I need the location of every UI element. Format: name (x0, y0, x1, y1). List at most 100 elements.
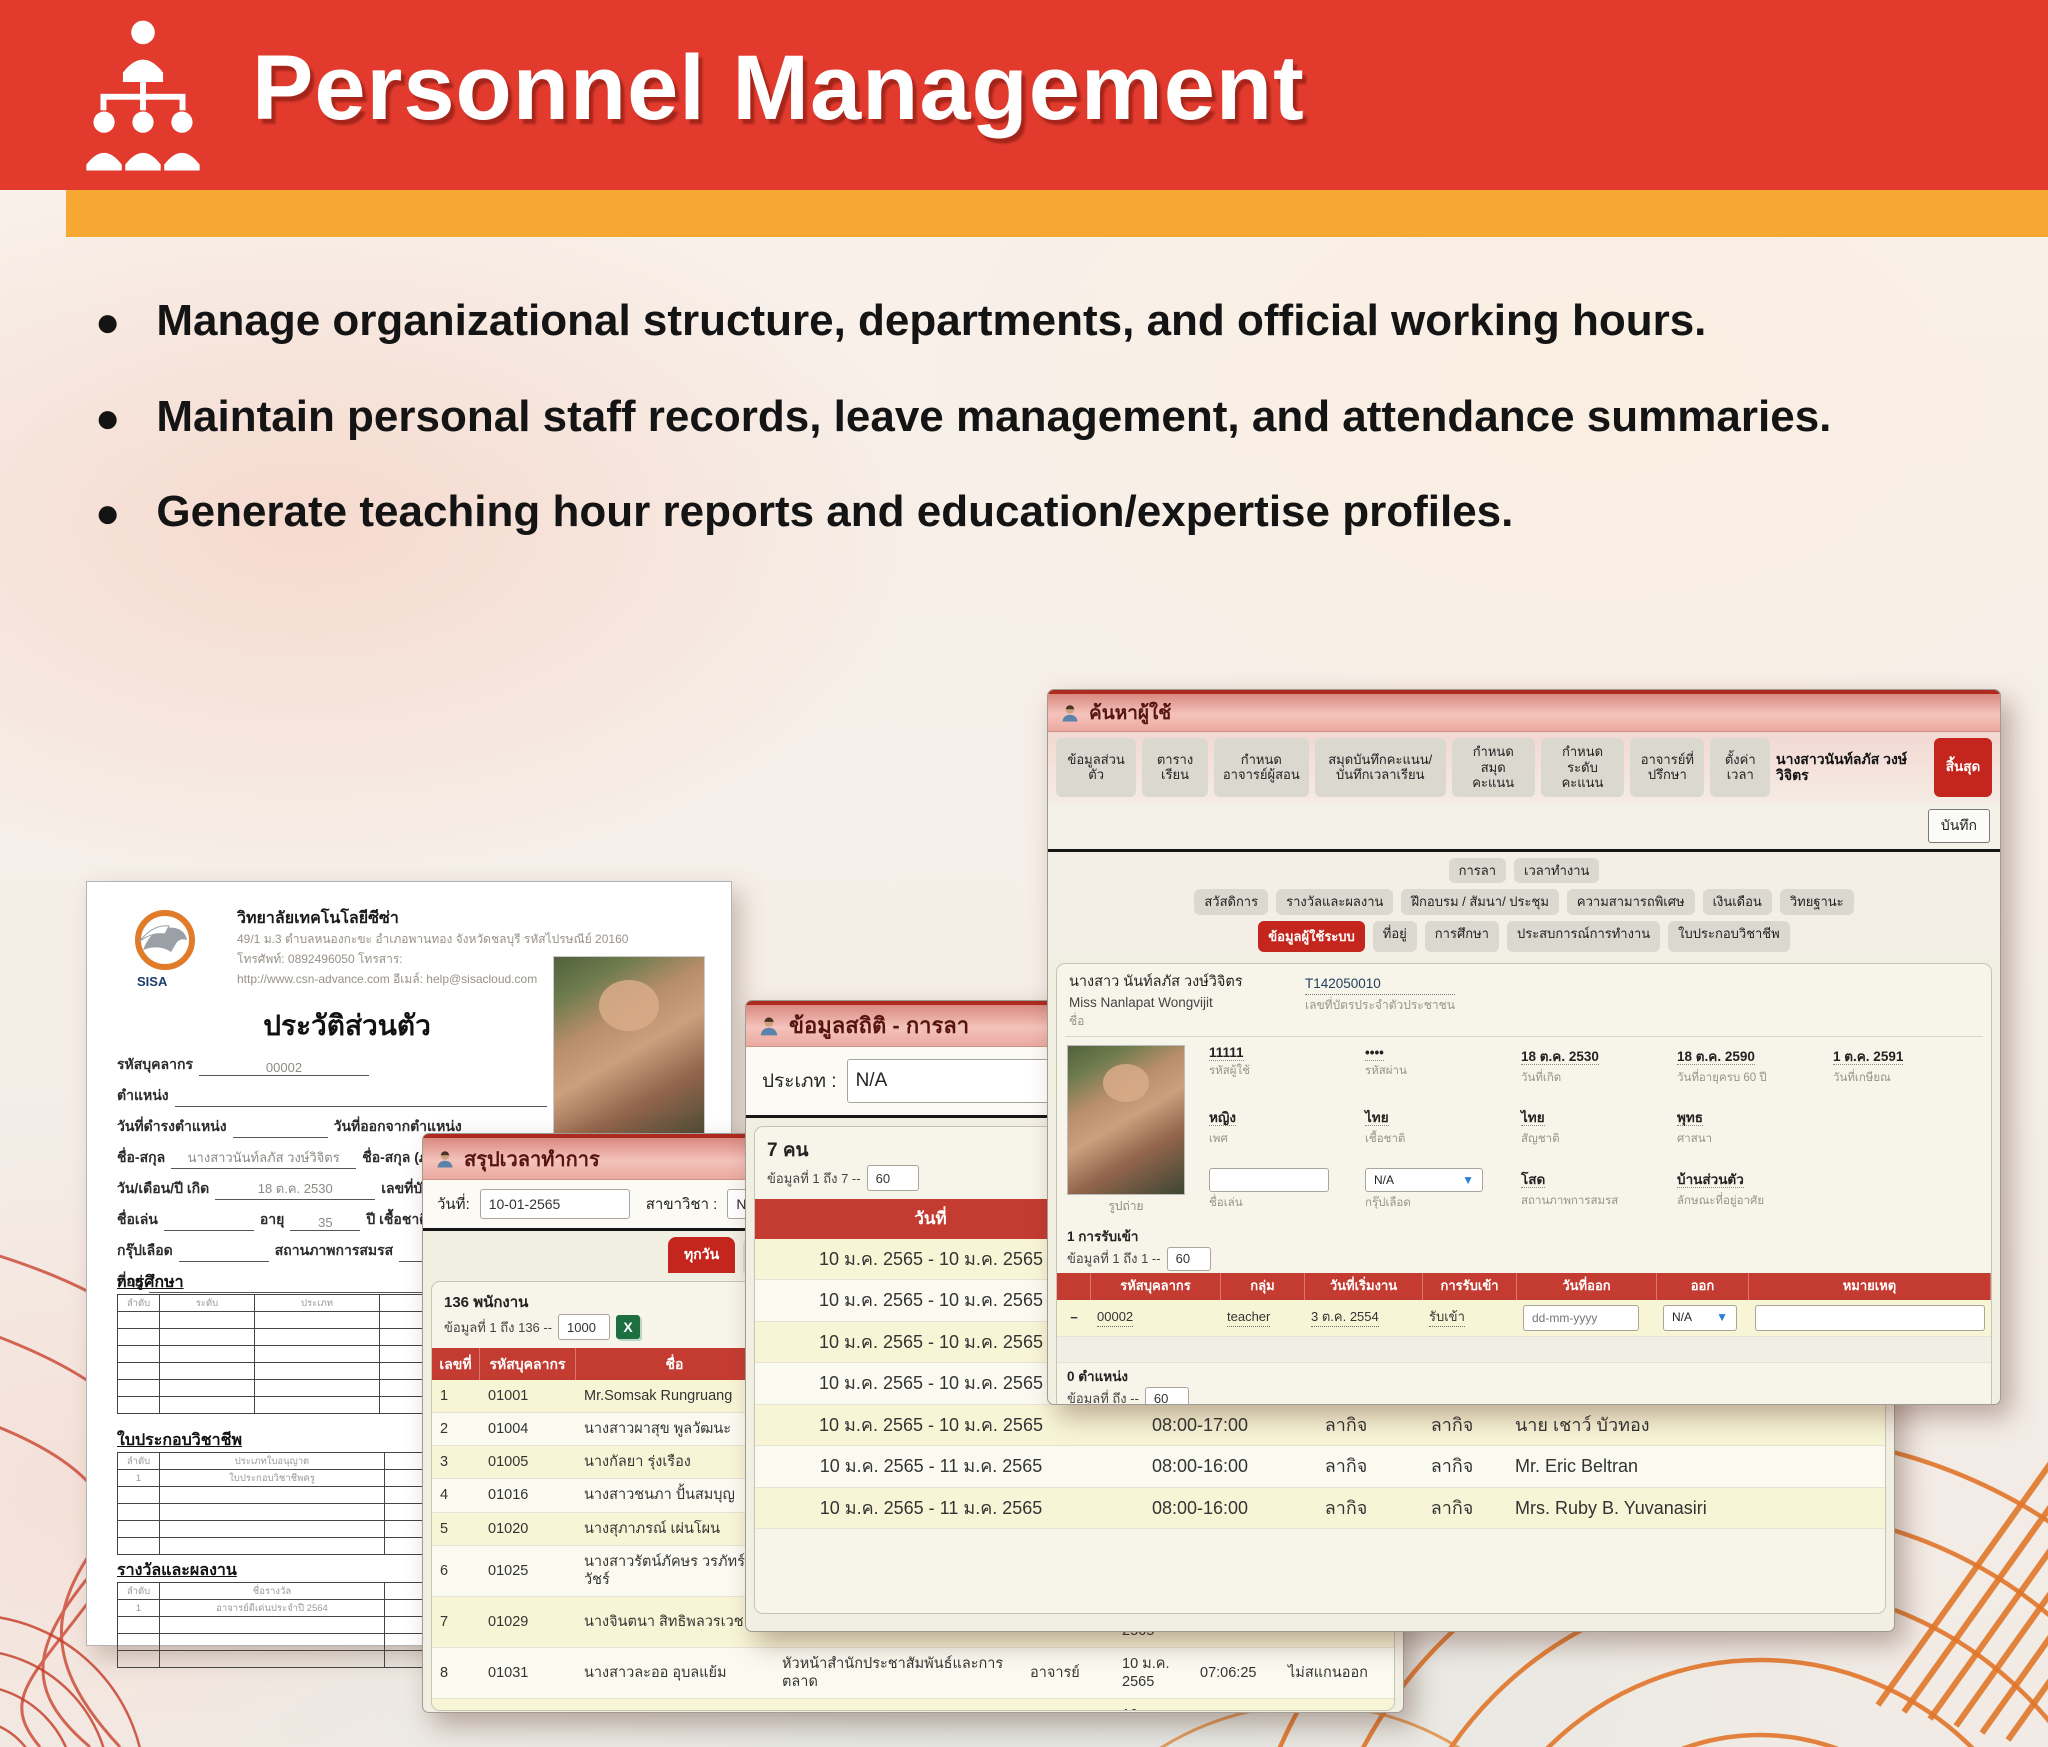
tab-time-settings[interactable]: ตั้งค่าเวลา (1710, 738, 1771, 797)
note-input[interactable] (1755, 1304, 1985, 1331)
tab-assign-teacher[interactable]: กำหนดอาจารย์ผู้สอน (1213, 738, 1309, 797)
chevron-down-icon: ▼ (1462, 1172, 1474, 1187)
tab-advisor[interactable]: อาจารย์ที่ปรึกษา (1630, 738, 1705, 797)
tab-professional-license[interactable]: ใบประกอบวิชาชีพ (1668, 920, 1790, 952)
col-header: ออก (1657, 1272, 1749, 1300)
cell: อาจารย์ดีเด่นประจำปี 2564 (159, 1599, 385, 1617)
tab-welfare[interactable]: สวัสดิการ (1194, 889, 1269, 915)
end-button[interactable]: สิ้นสุด (1934, 738, 1993, 797)
date-input[interactable] (479, 1189, 630, 1219)
save-button[interactable]: บันทึก (1927, 808, 1990, 843)
page-title: Personnel Management (252, 37, 1305, 139)
tab-address[interactable]: ที่อยู่ (1372, 920, 1417, 952)
out-date-input[interactable] (1523, 1304, 1639, 1331)
field-label: ชื่อ-สกุล (117, 1149, 166, 1165)
table-row[interactable]: 10 ม.ค. 2565 - 11 ม.ค. 2565 08:00-16:00 … (755, 1446, 1885, 1488)
people-count: 7 คน (767, 1140, 809, 1161)
col-header: วันที่เริ่มงาน (1305, 1272, 1423, 1300)
range-text: ข้อมูลที่ 1 ถึง 136 -- (444, 1319, 553, 1335)
profile-photo (1067, 1044, 1185, 1195)
tab-leave[interactable]: การลา (1448, 857, 1506, 884)
table-row[interactable]: 10 ม.ค. 2565 - 10 ม.ค. 2565 08:00-17:00 … (755, 1404, 1885, 1447)
field-value: 35 (290, 1215, 361, 1231)
tab-awards[interactable]: รางวัลและผลงาน (1276, 889, 1394, 915)
nickname-input[interactable] (1209, 1167, 1329, 1192)
type-label: ประเภท : (762, 1071, 837, 1092)
field-label: รหัสบุคลากร (117, 1056, 193, 1072)
name-thai: นางสาว นันท์ลภัส วงษ์วิจิตร (1069, 973, 1243, 990)
col-header: หมายเหตุ (1749, 1272, 1991, 1300)
table-row[interactable]: 901037 นางสาววีณา พวงเพ็งหัวหน้าระดับปวช… (432, 1699, 1394, 1710)
field-value (174, 1106, 547, 1107)
col-header-no: เลขที่ (432, 1348, 480, 1381)
tab-grade-book[interactable]: สมุดบันทึกคะแนน/บันทึกเวลาเรียน (1314, 738, 1446, 797)
web-line: http://www.csn-advance.com อีเมล์: help@… (237, 971, 538, 986)
document-photo (553, 956, 705, 1152)
excel-export-icon[interactable]: X (616, 1315, 641, 1339)
tab-working-time[interactable]: เวลาทำงาน (1514, 857, 1600, 884)
user-main-tabs: ข้อมูลส่วนตัว ตารางเรียน กำหนดอาจารย์ผู้… (1048, 732, 2000, 803)
bullet-item: ● Maintain personal staff records, leave… (95, 392, 2005, 444)
page-size-input[interactable] (1144, 1386, 1189, 1404)
collapse-icon: − (1070, 1309, 1078, 1325)
range-row: ข้อมูลที่ 1 ถึง 136 -- X (444, 1314, 641, 1340)
field-label: วันที่ออกจากตำแหน่ง (333, 1118, 462, 1134)
field-label: อายุ (259, 1211, 285, 1227)
tab-daily[interactable]: ทุกวัน (668, 1237, 736, 1273)
out-select-value: N/A (1672, 1310, 1693, 1325)
tab-personal-info[interactable]: ข้อมูลส่วนตัว (1056, 738, 1137, 797)
photo-caption: รูปถ่าย (1108, 1198, 1144, 1213)
religion-value: พุทธ (1677, 1110, 1704, 1127)
cell: 1 (117, 1469, 160, 1487)
document-title: ประวัติส่วนตัว (263, 1010, 431, 1041)
table-row[interactable]: 10 ม.ค. 2565 - 11 ม.ค. 2565 08:00-16:00 … (755, 1487, 1885, 1530)
col-header: วันที่ออก (1517, 1272, 1657, 1300)
tab-set-grade-level[interactable]: กำหนดระดับคะแนน (1540, 738, 1625, 797)
gender-value: หญิง (1209, 1110, 1236, 1127)
range-text: ข้อมูลที่ 1 ถึง 7 -- (767, 1170, 861, 1186)
page-size-input[interactable] (1166, 1246, 1211, 1271)
tab-salary[interactable]: เงินเดือน (1702, 889, 1772, 915)
admission-count: 1 การรับเข้า (1067, 1228, 1139, 1244)
field-value (178, 1261, 269, 1262)
subtabs-row-3: ข้อมูลผู้ใช้ระบบ ที่อยู่ การศึกษา ประสบก… (1048, 917, 2000, 955)
marital-label: สถานภาพการสมรส (1521, 1194, 1619, 1207)
cell: ใบประกอบวิชาชีพครู (159, 1469, 385, 1487)
tab-system-user-info[interactable]: ข้อมูลผู้ใช้ระบบ (1258, 920, 1365, 952)
start-date-link[interactable]: 3 ต.ค. 2554 (1311, 1309, 1379, 1327)
admission-row[interactable]: − 00002 teacher 3 ต.ค. 2554 รับเข้า N/A … (1057, 1299, 1991, 1337)
field-value: นางสาวนันท์ลภัส วงษ์วิจิตร (171, 1147, 357, 1169)
window-title: ข้อมูลสถิติ - การลา (789, 1013, 970, 1038)
name-english: Miss Nanlapat Wongvijit (1069, 994, 1213, 1010)
subtabs-row-1: การลา เวลาทำงาน (1048, 851, 2000, 887)
retire-date-label: วันที่เกษียณ (1833, 1071, 1891, 1084)
field-label: ปี เชื้อชาติ (366, 1211, 429, 1227)
user-search-window: ค้นหาผู้ใช้ ข้อมูลส่วนตัว ตารางเรียน กำห… (1047, 689, 2001, 1405)
field-label: กรุ๊ปเลือด (117, 1242, 173, 1258)
tab-work-experience[interactable]: ประสบการณ์การทำงาน (1506, 920, 1661, 952)
admission-type-link[interactable]: รับเข้า (1429, 1309, 1465, 1327)
tab-education[interactable]: การศึกษา (1424, 920, 1499, 952)
group-link[interactable]: teacher (1227, 1309, 1271, 1327)
college-address: 49/1 ม.3 ตำบลหนองกะขะ อำเภอพานทอง จังหวั… (237, 930, 657, 989)
tab-academic-standing[interactable]: วิทยฐานะ (1779, 889, 1854, 915)
staff-id-link[interactable]: 00002 (1097, 1309, 1134, 1327)
blood-type-label: กรุ๊ปเลือด (1365, 1196, 1411, 1209)
out-select[interactable]: N/A ▼ (1663, 1304, 1737, 1331)
college-name: วิทยาลัยเทคโนโลยีซีซ่า (237, 910, 399, 927)
range-row: ข้อมูลที่ ถึง -- (1067, 1386, 1981, 1404)
tab-class-schedule[interactable]: ตารางเรียน (1142, 738, 1208, 797)
col-header: รหัสบุคลากร (1091, 1272, 1221, 1300)
current-user-name: นางสาวนันท์ลภัส วงษ์วิจิตร (1776, 750, 1908, 784)
nationality-label: สัญชาติ (1521, 1133, 1560, 1146)
tab-special-skills[interactable]: ความสามารถพิเศษ (1566, 889, 1695, 915)
table-row[interactable]: 8 01031 นางสาวละออ อุบลแย้ม หัวหน้าสำนักปร… (432, 1648, 1394, 1700)
password-value: •••• (1365, 1044, 1384, 1061)
blood-type-select[interactable]: N/A ▼ (1365, 1167, 1483, 1192)
page-size-input[interactable] (866, 1165, 919, 1191)
page-size-input[interactable] (558, 1314, 611, 1340)
race-value: ไทย (1365, 1110, 1389, 1127)
tab-set-grade-book[interactable]: กำหนดสมุดคะแนน (1451, 738, 1535, 797)
tab-training[interactable]: ฝึกอบรม / สัมนา/ ประชุม (1401, 889, 1559, 915)
birth-date-label: วันที่เกิด (1521, 1071, 1562, 1084)
